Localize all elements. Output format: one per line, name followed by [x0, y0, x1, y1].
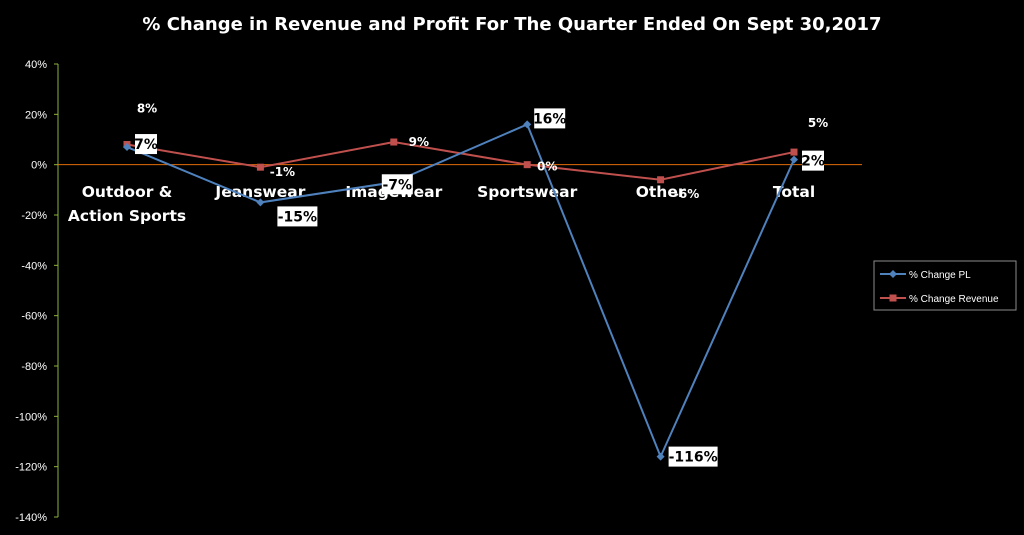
chart-title: % Change in Revenue and Profit For The Q…: [142, 14, 881, 35]
revenue-data-label: -1%: [270, 165, 295, 179]
revenue-point-marker: [657, 176, 665, 184]
y-tick-label: -20%: [21, 210, 47, 222]
revenue-point-marker: [523, 161, 531, 169]
revenue-point-marker: [256, 163, 264, 171]
y-tick-label: 40%: [25, 59, 47, 71]
pl-data-label: -7%: [383, 177, 413, 193]
x-category-label: Other: [636, 183, 686, 201]
pl-point-marker: [123, 143, 131, 152]
pl-point-marker: [256, 198, 265, 207]
legend-swatch-marker: [889, 294, 897, 302]
pl-data-label-box: [381, 174, 413, 195]
legend-box: [873, 260, 1017, 311]
pl-data-label: 7%: [134, 137, 158, 153]
y-tick-label: -120%: [15, 462, 47, 474]
revenue-point-marker: [790, 148, 798, 156]
pl-data-label-box: [534, 108, 566, 129]
pl-point-marker: [523, 120, 532, 129]
y-tick-label: 20%: [25, 109, 47, 121]
y-tick-label: -40%: [21, 260, 47, 272]
legend-label: % Change Revenue: [909, 294, 999, 305]
revenue-data-label: -6%: [674, 187, 699, 201]
data-labels-layer: 7% -15% -7% 16% -116% 2% 8% -1% 9% 0% -6% 5%: [134, 102, 828, 467]
x-category-label: Outdoor & Action Sports: [68, 183, 186, 225]
pl-point-marker: [790, 155, 798, 164]
pl-point-marker: [656, 452, 665, 461]
legend-label: % Change PL: [909, 270, 971, 281]
y-tick-label: -100%: [15, 411, 47, 423]
revenue-data-label: 8%: [137, 102, 157, 116]
x-category-label: Total: [773, 183, 815, 201]
y-axis: 40% 20% 0% -20% -40% -60% -80% -100% -120% -140%: [15, 59, 59, 524]
x-category-label: Sportswear: [477, 183, 577, 201]
y-tick-label: 0%: [31, 160, 47, 172]
y-tick-label: -60%: [21, 311, 47, 323]
revenue-data-label: 0%: [537, 160, 557, 174]
series-layer: [123, 120, 798, 461]
pl-data-label-box: [277, 206, 318, 227]
revenue-data-label: 9%: [409, 135, 429, 149]
revenue-point-marker: [390, 138, 398, 146]
pl-data-label: -15%: [278, 209, 317, 225]
revenue-data-label: 5%: [808, 116, 828, 130]
legend-swatch-marker: [889, 270, 897, 278]
y-tick-label: -140%: [15, 512, 47, 524]
y-tick-label: -80%: [21, 361, 47, 373]
pl-data-label-box: [668, 446, 718, 467]
pl-data-label: 2%: [801, 154, 825, 170]
pl-data-label: 16%: [533, 111, 567, 127]
x-category-labels: Outdoor &Action SportsJeanswearImagewear…: [68, 183, 815, 225]
pl-series-line: [126, 123, 795, 460]
pl-data-label-box: [135, 134, 157, 155]
pl-data-label: -116%: [669, 450, 718, 466]
x-category-label: Jeanswear: [214, 183, 305, 201]
legend: % Change PL % Change Revenue: [873, 260, 1017, 311]
pl-data-label-box: [802, 150, 824, 171]
